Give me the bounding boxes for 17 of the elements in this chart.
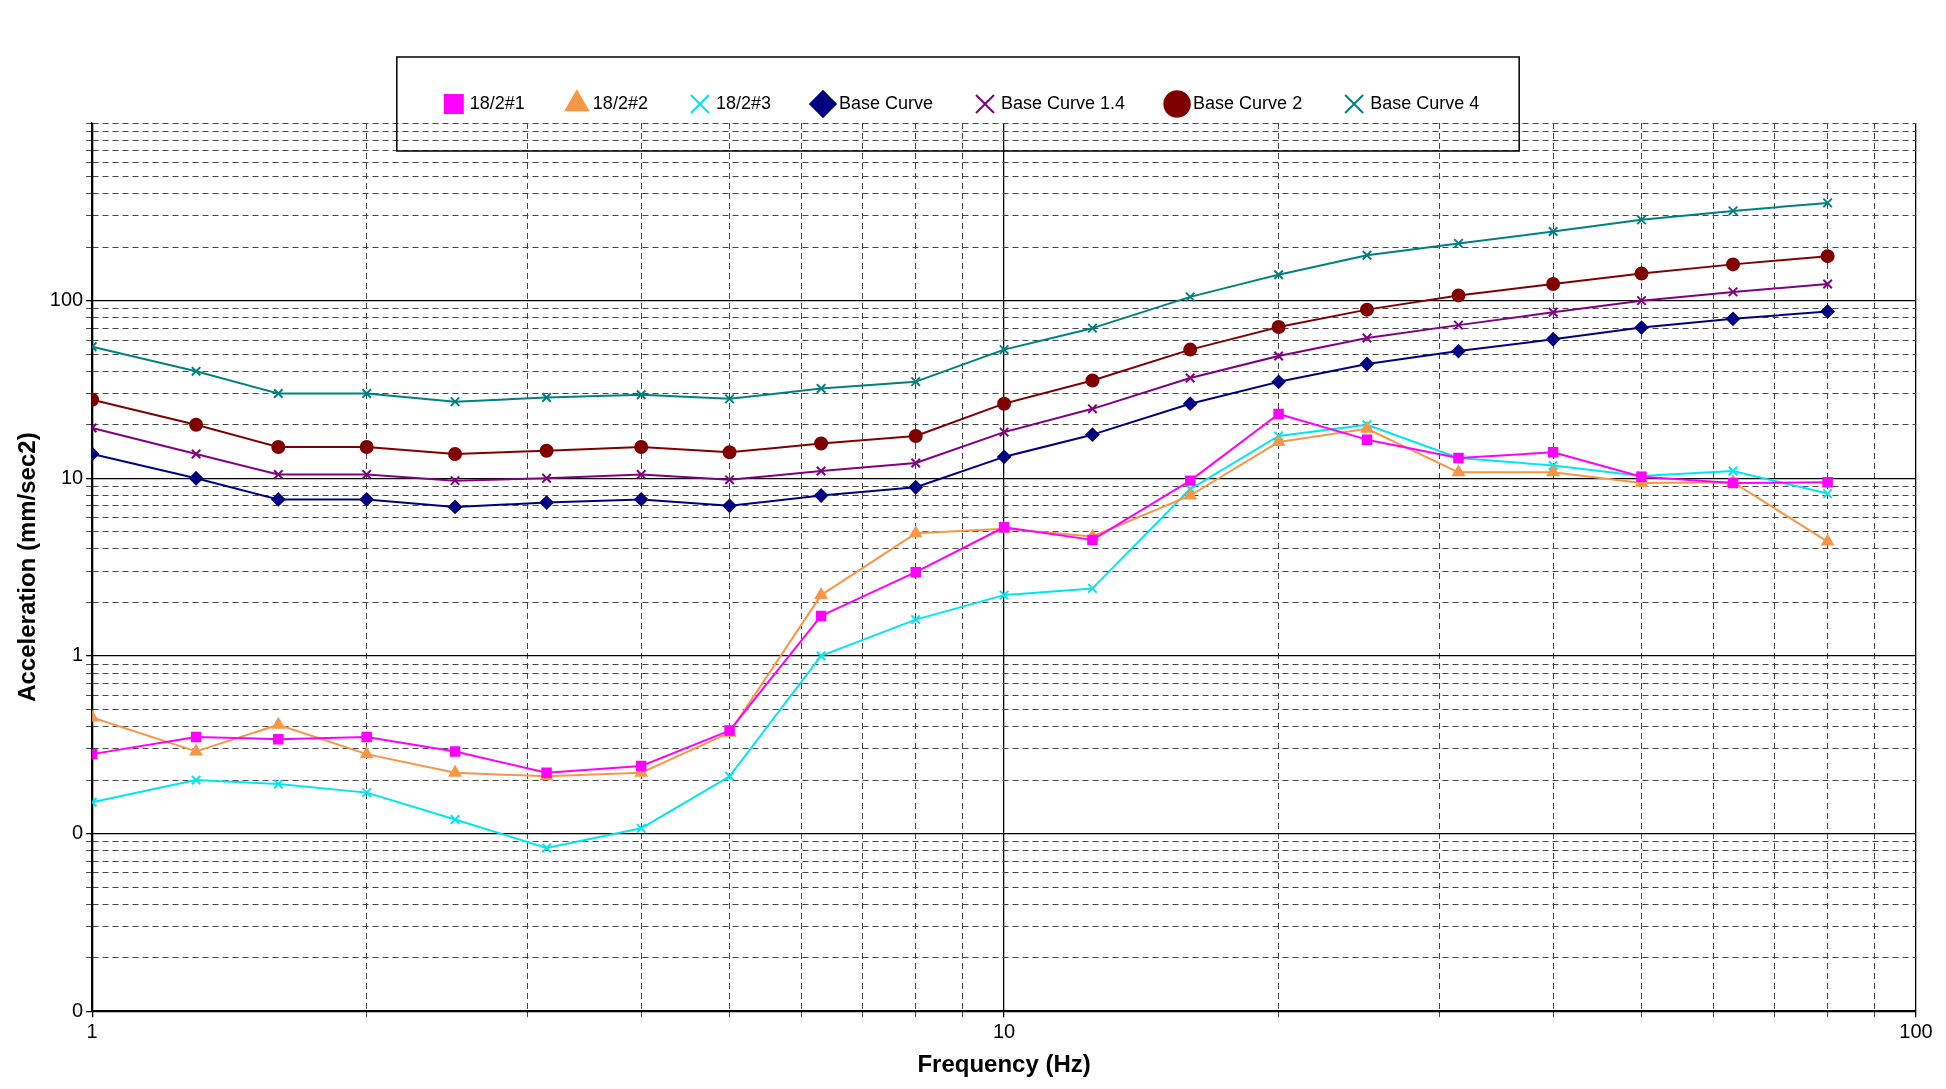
y-tick-label: 0 <box>72 821 84 844</box>
y-tick-label: 0 <box>72 998 84 1021</box>
legend-label: 18/2#3 <box>715 92 771 113</box>
legend-label: Base Curve <box>838 92 934 113</box>
y-tick-label: 1 <box>72 643 84 666</box>
x-tick-label: 100 <box>1899 1019 1933 1042</box>
legend-label: Base Curve 4 <box>1370 92 1480 113</box>
x-tick-label: 10 <box>992 1019 1016 1042</box>
legend-label: Base Curve 2 <box>1193 92 1303 113</box>
x-axis-title: Frequency (Hz) <box>917 1050 1091 1078</box>
y-axis-title: Acceleration (mm/sec2) <box>13 432 41 702</box>
y-tick-label: 100 <box>49 288 84 311</box>
y-tick-label: 10 <box>60 465 84 488</box>
x-tick-label: 1 <box>86 1019 98 1042</box>
legend-label: 18/2#1 <box>469 92 525 113</box>
legend-label: Base Curve 1.4 <box>1001 92 1126 113</box>
legend-label: 18/2#2 <box>592 92 648 113</box>
